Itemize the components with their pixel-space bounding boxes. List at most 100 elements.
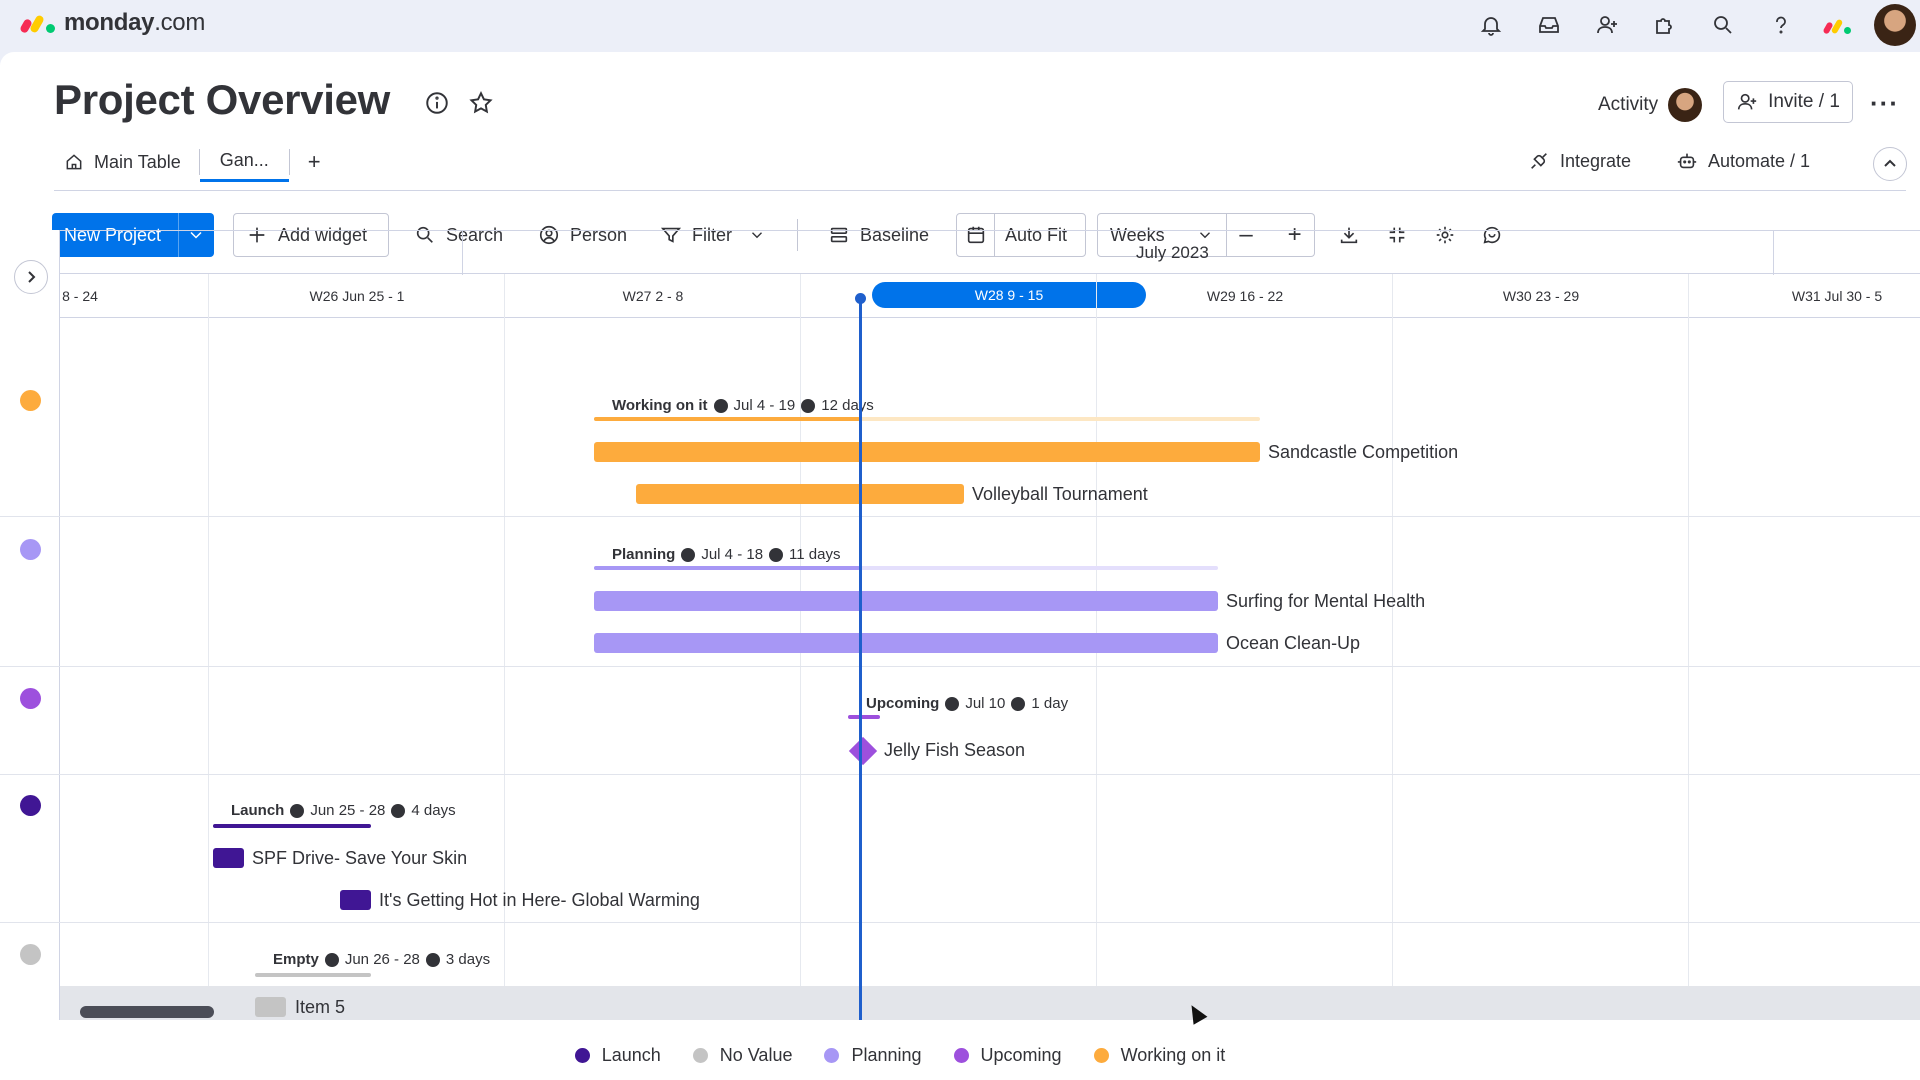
automate-label: Automate / 1 [1708, 150, 1811, 171]
current-week-badge[interactable]: W28 9 - 15 [872, 282, 1146, 308]
tab-main-table[interactable]: Main Table [54, 142, 199, 182]
inbox-icon[interactable] [1520, 0, 1578, 50]
filter-icon [660, 227, 682, 243]
gantt-bar-label: It's Getting Hot in Here- Global Warming [379, 890, 700, 910]
legend-dot [1093, 1047, 1109, 1063]
search-icon[interactable] [1694, 0, 1752, 50]
invite-button[interactable]: Invite / 1 [1723, 81, 1853, 123]
group-separator [0, 666, 1920, 667]
group-dates: Jul 10 [965, 695, 1006, 712]
tabs-divider [54, 190, 1906, 191]
gantt-bar[interactable] [213, 848, 244, 868]
week-gridline [1392, 274, 1393, 1020]
tab-separator [288, 149, 290, 175]
filter-button[interactable]: Filter [660, 213, 766, 257]
apps-puzzle-icon[interactable] [1636, 0, 1694, 50]
auto-fit-button[interactable]: Auto Fit [956, 213, 1086, 257]
gantt-bar[interactable] [340, 890, 371, 910]
automate-button[interactable]: Automate / 1 [1676, 150, 1810, 172]
legend-dot [824, 1047, 840, 1063]
person-filter-button[interactable]: Person [538, 213, 627, 257]
milestone-diamond[interactable] [848, 736, 878, 766]
group-color-dot[interactable] [20, 539, 41, 560]
time-scale-dropdown[interactable]: Weeks [1097, 213, 1227, 257]
legend-label: Working on it [1120, 1044, 1226, 1065]
monday-products-icon[interactable] [1810, 0, 1868, 50]
group-name: Planning [612, 546, 676, 563]
group-color-dot[interactable] [20, 688, 41, 709]
integrate-button[interactable]: Integrate [1528, 150, 1631, 172]
group-separator [0, 922, 1920, 923]
export-button[interactable] [1338, 213, 1360, 257]
week-gridline [208, 274, 209, 1020]
invite-members-icon[interactable] [1578, 0, 1636, 50]
star-icon[interactable] [468, 90, 494, 116]
gantt-bar-label: Volleyball Tournament [972, 484, 1148, 504]
notifications-bell-icon[interactable] [1462, 0, 1520, 50]
week-label: W30 23 - 29 [1502, 288, 1580, 304]
scrollbar-thumb[interactable] [80, 1006, 214, 1018]
group-name: Working on it [612, 397, 708, 414]
week-gridline [504, 274, 505, 1020]
today-marker-dot [855, 293, 866, 304]
toolbar-divider [797, 219, 798, 251]
help-icon[interactable] [1752, 0, 1810, 50]
week-label: W27 2 - 8 [622, 288, 684, 304]
view-tabs: Main Table Gan... + [54, 142, 339, 182]
new-project-button[interactable]: New Project [52, 213, 214, 257]
more-options-icon[interactable]: ··· [1870, 88, 1899, 118]
person-label: Person [570, 224, 628, 245]
group-duration: 11 days [789, 546, 841, 563]
integrate-icon [1531, 153, 1547, 169]
fullscreen-button[interactable] [1386, 213, 1408, 257]
week-header: 8 - 24 W26 Jun 25 - 1 W27 2 - 8 W28 9 - … [60, 274, 1920, 318]
group-duration: 4 days [411, 802, 456, 819]
chevron-down-icon[interactable] [186, 225, 206, 245]
legend-label: Planning [851, 1044, 922, 1065]
legend-dot [692, 1047, 708, 1063]
time-scale-value: Weeks [1110, 224, 1165, 245]
search-label: Search [446, 224, 504, 245]
legend-dot [953, 1047, 969, 1063]
expand-groups-button[interactable] [14, 260, 48, 294]
home-icon [66, 154, 82, 170]
tab-label: Gan... [219, 150, 269, 170]
gantt-bar[interactable] [594, 591, 1218, 611]
download-icon [1340, 227, 1358, 244]
group-dates: Jun 26 - 28 [344, 951, 420, 968]
robot-icon [1677, 153, 1697, 169]
group-name: Launch [231, 802, 285, 819]
group-color-dot[interactable] [20, 390, 41, 411]
add-view-button[interactable]: + [307, 149, 321, 174]
search-button[interactable]: Search [414, 213, 503, 257]
legend-item: Planning [824, 1044, 922, 1066]
group-duration: 12 days [821, 397, 874, 414]
week-label: W29 16 - 22 [1206, 288, 1284, 304]
gantt-bar[interactable] [594, 442, 1260, 462]
zoom-out-button[interactable]: – [1239, 221, 1253, 248]
activity-button[interactable]: Activity [1598, 88, 1703, 122]
group-color-dot[interactable] [20, 944, 41, 965]
tab-gantt[interactable]: Gan... [199, 142, 289, 182]
tab-separator [198, 149, 200, 175]
gantt-bar[interactable] [594, 633, 1218, 653]
integrate-label: Integrate [1560, 150, 1632, 171]
chevron-right-icon [28, 271, 36, 283]
horizontal-scrollbar[interactable] [60, 986, 1920, 1020]
collapse-header-button[interactable] [1873, 147, 1907, 181]
info-icon[interactable] [424, 90, 450, 116]
group-duration: 1 day [1031, 695, 1069, 712]
user-avatar[interactable] [1874, 4, 1916, 46]
collapse-arrows-icon [1389, 227, 1405, 243]
chevron-down-icon [752, 232, 762, 239]
calendar-icon [967, 226, 984, 244]
legend-item: Launch [574, 1045, 661, 1066]
monday-logo[interactable]: monday.com [19, 9, 205, 37]
gantt-bar[interactable] [636, 484, 964, 504]
top-bar: monday.com [0, 0, 1920, 50]
zoom-in-button[interactable]: + [1287, 221, 1302, 248]
gantt-bar[interactable] [255, 997, 286, 1017]
group-color-dot[interactable] [20, 795, 41, 816]
group-name: Upcoming [866, 695, 940, 712]
page-title[interactable]: Project Overview [54, 76, 391, 123]
